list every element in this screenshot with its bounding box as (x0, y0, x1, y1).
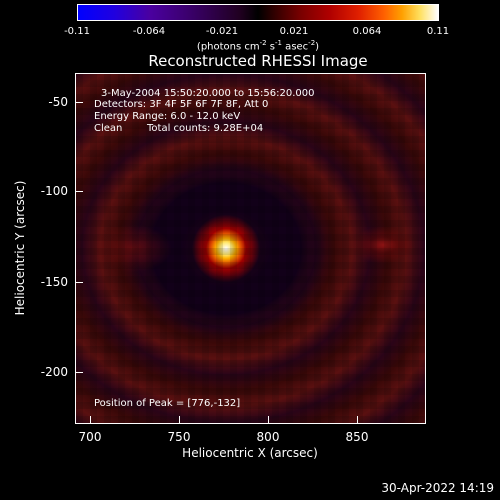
x-tick-label: 700 (78, 430, 102, 444)
y-tick-mark (75, 372, 83, 373)
rhessi-image (75, 73, 426, 424)
colorbar-tick: 0.064 (352, 26, 382, 37)
detectors-label: Detectors: 3F 4F 5F 6F 7F 8F, Att 0 (94, 99, 269, 110)
colorbar-units: (photons cm-2 s-1 asec-2) (196, 39, 320, 53)
y-tick-mark (75, 191, 83, 192)
y-tick-mark (75, 282, 83, 283)
colorbar-tick: -0.021 (205, 26, 239, 37)
plot-timestamp: 30-Apr-2022 14:19 (381, 481, 494, 495)
colorbar-tick: -0.064 (132, 26, 166, 37)
x-tick-label: 850 (345, 430, 369, 444)
y-tick-mark (75, 102, 83, 103)
energy-range-label: Energy Range: 6.0 - 12.0 keV (94, 111, 241, 122)
x-tick-label: 750 (167, 430, 191, 444)
y-tick-label: -150 (40, 275, 68, 289)
colorbar (77, 4, 439, 21)
y-tick-label: -50 (48, 95, 68, 109)
colorbar-tick: 0.021 (279, 26, 309, 37)
total-counts-label: Total counts: 9.28E+04 (147, 123, 264, 134)
x-tick-mark (357, 416, 358, 424)
x-tick-mark (90, 416, 91, 424)
x-axis-label: Heliocentric X (arcsec) (182, 446, 318, 460)
peak-position-label: Position of Peak = [776,-132] (94, 398, 241, 409)
x-tick-mark (179, 416, 180, 424)
colorbar-tick: 0.11 (426, 26, 450, 37)
y-tick-label: -100 (40, 184, 68, 198)
y-tick-label: -200 (40, 365, 68, 379)
x-tick-mark (268, 416, 269, 424)
plot-title: Reconstructed RHESSI Image (148, 52, 368, 70)
time-range-label: 3-May-2004 15:50:20.000 to 15:56:20.000 (101, 88, 315, 99)
x-tick-label: 800 (256, 430, 280, 444)
method-label: Clean (94, 123, 123, 134)
colorbar-tick: -0.11 (64, 26, 90, 37)
y-axis-label: Heliocentric Y (arcsec) (13, 180, 27, 316)
